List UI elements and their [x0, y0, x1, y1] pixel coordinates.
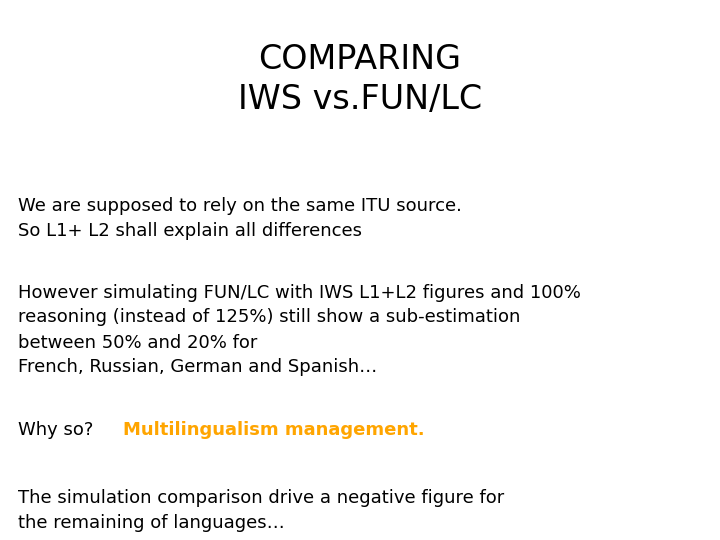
Text: Multilingualism management.: Multilingualism management.: [122, 421, 424, 439]
Text: COMPARING
IWS vs.FUN/LC: COMPARING IWS vs.FUN/LC: [238, 43, 482, 116]
Text: However simulating FUN/LC with IWS L1+L2 figures and 100%
reasoning (instead of : However simulating FUN/LC with IWS L1+L2…: [18, 284, 581, 376]
Text: Why so?: Why so?: [18, 421, 99, 439]
Text: The simulation comparison drive a negative figure for
the remaining of languages: The simulation comparison drive a negati…: [18, 489, 504, 532]
Text: We are supposed to rely on the same ITU source.
So L1+ L2 shall explain all diff: We are supposed to rely on the same ITU …: [18, 197, 462, 240]
